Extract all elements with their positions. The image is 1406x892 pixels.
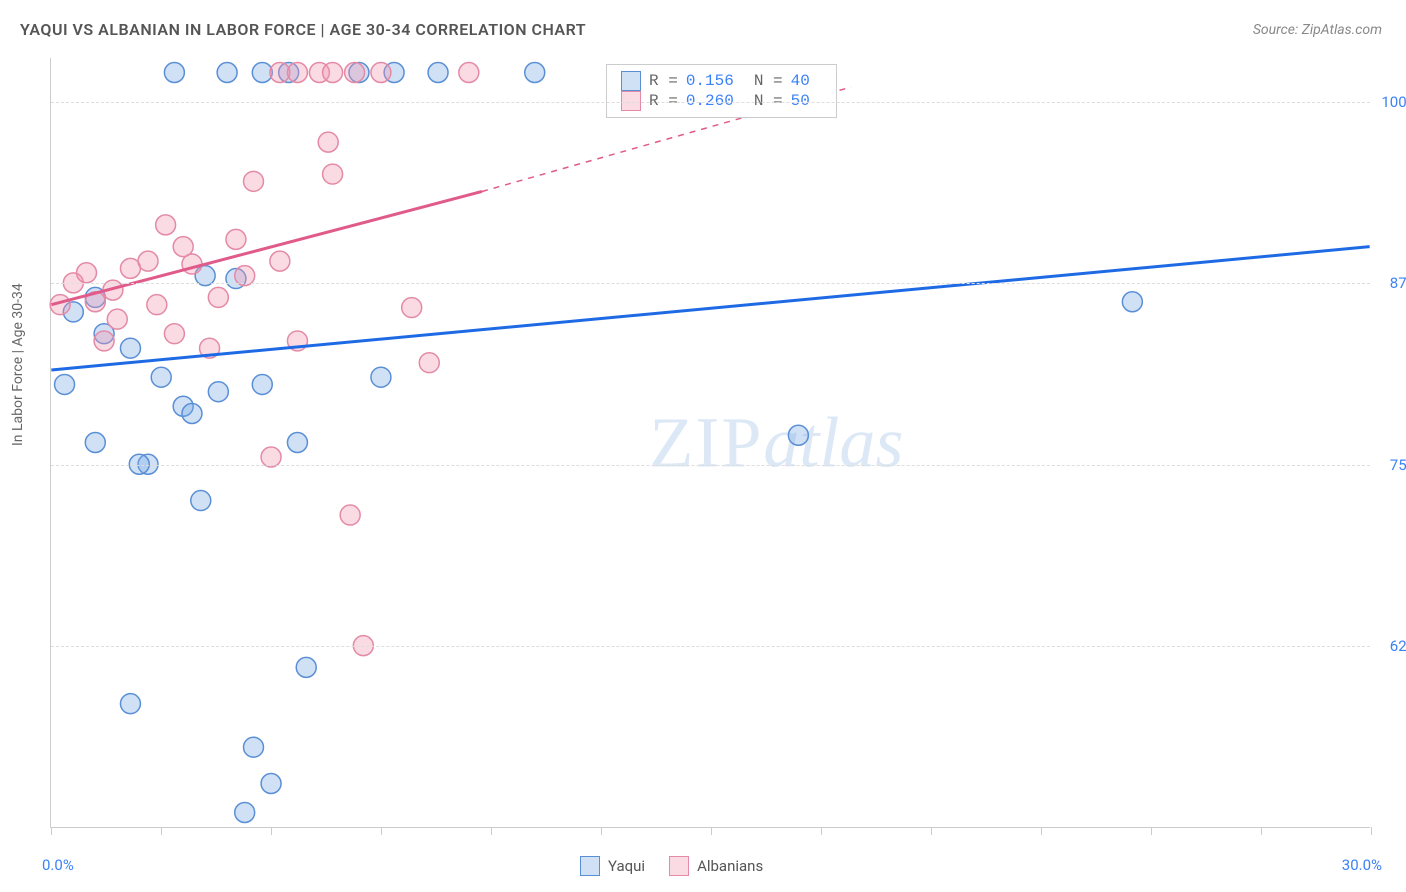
y-tick-label: 100.0% [1381, 93, 1406, 111]
scatter-point [323, 63, 343, 83]
scatter-point [371, 367, 391, 387]
scatter-point [345, 63, 365, 83]
source-label: Source: ZipAtlas.com [1253, 22, 1382, 38]
scatter-point [323, 164, 343, 184]
scatter-point [261, 773, 281, 793]
x-tick [821, 827, 822, 835]
legend-n-label-0: N = [754, 72, 783, 90]
x-axis-max-label: 30.0% [1342, 856, 1382, 874]
y-tick-label: 62.5% [1390, 637, 1406, 655]
scatter-point [94, 331, 114, 351]
scatter-point [244, 737, 264, 757]
scatter-point [244, 171, 264, 191]
chart-title: YAQUI VS ALBANIAN IN LABOR FORCE | AGE 3… [20, 20, 586, 39]
scatter-point [217, 63, 237, 83]
plot-area: ZIPatlas R = 0.156 N = 40 R = 0.260 N = … [50, 58, 1370, 828]
legend-row-yaqui: R = 0.156 N = 40 [621, 71, 822, 91]
scatter-point [107, 309, 127, 329]
grid-line [51, 102, 1370, 103]
series-label-albanians: Albanians [697, 857, 763, 875]
regression-line [51, 247, 1369, 370]
x-tick [1261, 827, 1262, 835]
legend-swatch-yaqui [621, 71, 641, 91]
regression-line [51, 191, 482, 304]
scatter-point [371, 63, 391, 83]
plot-svg [51, 58, 1370, 827]
scatter-point [147, 295, 167, 315]
series-swatch-albanians [669, 856, 689, 876]
x-tick [51, 827, 52, 835]
series-swatch-yaqui [580, 856, 600, 876]
scatter-point [270, 251, 290, 271]
grid-line [51, 646, 1370, 647]
series-legend-item-albanians: Albanians [669, 856, 763, 876]
scatter-point [252, 374, 272, 394]
scatter-point [55, 374, 75, 394]
scatter-point [419, 353, 439, 373]
scatter-point [138, 251, 158, 271]
scatter-point [164, 324, 184, 344]
scatter-point [120, 338, 140, 358]
scatter-point [428, 63, 448, 83]
scatter-point [191, 491, 211, 511]
series-label-yaqui: Yaqui [608, 857, 645, 875]
scatter-point [287, 433, 307, 453]
scatter-point [459, 63, 479, 83]
scatter-point [788, 425, 808, 445]
y-axis-title: In Labor Force | Age 30-34 [10, 283, 26, 446]
scatter-point [402, 298, 422, 318]
x-tick [381, 827, 382, 835]
scatter-point [208, 287, 228, 307]
scatter-point [151, 367, 171, 387]
chart-container: YAQUI VS ALBANIAN IN LABOR FORCE | AGE 3… [0, 0, 1406, 892]
x-axis-min-label: 0.0% [42, 856, 74, 874]
scatter-point [208, 382, 228, 402]
x-tick [1371, 827, 1372, 835]
scatter-point [182, 403, 202, 423]
legend-n-value-0: 40 [791, 72, 810, 90]
scatter-point [235, 803, 255, 823]
x-tick [711, 827, 712, 835]
correlation-legend: R = 0.156 N = 40 R = 0.260 N = 50 [606, 64, 837, 118]
scatter-point [318, 132, 338, 152]
scatter-point [164, 63, 184, 83]
scatter-point [156, 215, 176, 235]
x-tick [601, 827, 602, 835]
scatter-point [77, 263, 97, 283]
legend-r-value-0: 0.156 [686, 72, 734, 90]
x-tick [931, 827, 932, 835]
x-tick [1151, 827, 1152, 835]
legend-r-label-0: R = [649, 72, 678, 90]
series-legend-item-yaqui: Yaqui [580, 856, 645, 876]
scatter-point [120, 694, 140, 714]
y-tick-label: 75.0% [1390, 456, 1406, 474]
x-tick [161, 827, 162, 835]
scatter-point [340, 505, 360, 525]
scatter-point [287, 63, 307, 83]
scatter-point [525, 63, 545, 83]
scatter-point [85, 433, 105, 453]
scatter-point [226, 229, 246, 249]
x-tick [491, 827, 492, 835]
scatter-point [296, 657, 316, 677]
scatter-point [1122, 292, 1142, 312]
x-tick [271, 827, 272, 835]
y-tick-label: 87.5% [1390, 274, 1406, 292]
grid-line [51, 465, 1370, 466]
series-legend: Yaqui Albanians [580, 856, 763, 876]
x-tick [1041, 827, 1042, 835]
grid-line [51, 283, 1370, 284]
